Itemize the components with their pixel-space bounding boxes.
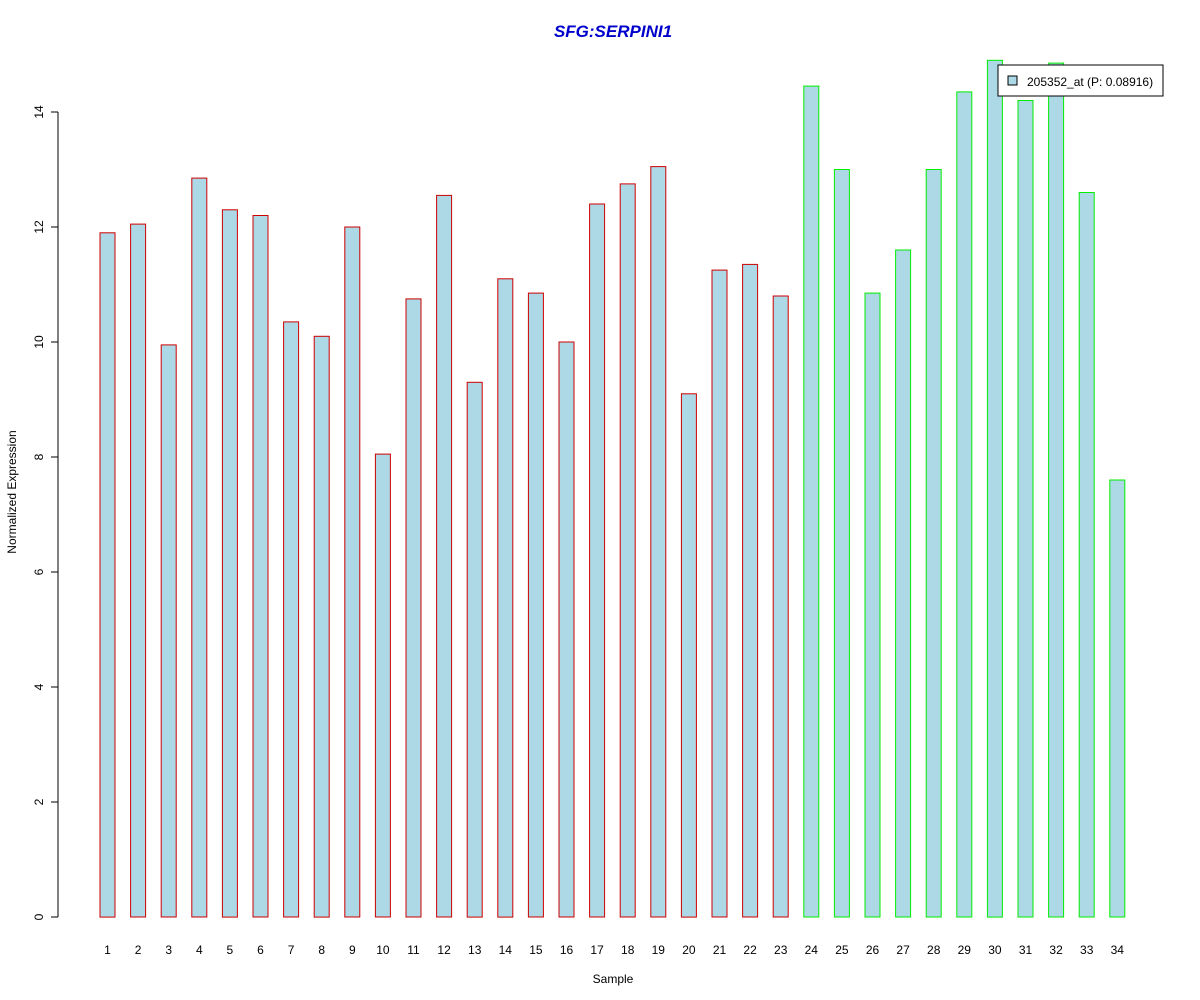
bar-sample-19 bbox=[650, 166, 667, 918]
bar-sample-33 bbox=[1078, 192, 1095, 918]
bar-sample-4 bbox=[191, 177, 208, 918]
bar-sample-24 bbox=[803, 85, 820, 918]
bar-sample-32 bbox=[1048, 62, 1065, 918]
y-tick-label: 2 bbox=[32, 798, 46, 805]
chart-title: SFG:SERPINI1 bbox=[554, 22, 672, 41]
bar-sample-6 bbox=[252, 215, 269, 918]
bar-sample-17 bbox=[589, 203, 606, 918]
x-tick-label: 33 bbox=[1080, 943, 1094, 957]
y-tick-label: 8 bbox=[32, 453, 46, 460]
bar-sample-9 bbox=[344, 226, 361, 918]
bar-sample-20 bbox=[680, 393, 697, 918]
bar-sample-22 bbox=[742, 263, 759, 918]
bar-sample-13 bbox=[466, 381, 483, 918]
y-tick-label: 0 bbox=[32, 913, 46, 920]
x-tick-label: 16 bbox=[560, 943, 574, 957]
bar-sample-1 bbox=[99, 232, 116, 918]
x-tick-label: 22 bbox=[743, 943, 757, 957]
y-tick-label: 6 bbox=[32, 568, 46, 575]
x-tick-label: 1 bbox=[104, 943, 111, 957]
x-tick-label: 7 bbox=[288, 943, 295, 957]
x-tick-label: 4 bbox=[196, 943, 203, 957]
x-axis-label: Sample bbox=[593, 972, 634, 986]
x-tick-label: 34 bbox=[1111, 943, 1125, 957]
x-tick-label: 30 bbox=[988, 943, 1002, 957]
bar-sample-34 bbox=[1109, 479, 1126, 918]
x-tick-label: 17 bbox=[590, 943, 604, 957]
y-tick-label: 10 bbox=[32, 335, 46, 349]
bar-sample-27 bbox=[895, 249, 912, 918]
y-axis-label: Normalized Expression bbox=[5, 430, 19, 553]
x-tick-label: 2 bbox=[135, 943, 142, 957]
x-tick-label: 29 bbox=[958, 943, 972, 957]
x-tick-label: 27 bbox=[896, 943, 910, 957]
x-tick-label: 25 bbox=[835, 943, 849, 957]
x-tick-label: 21 bbox=[713, 943, 727, 957]
legend-swatch bbox=[1007, 75, 1018, 86]
bar-sample-14 bbox=[497, 278, 514, 918]
x-axis-tick-labels: 1 2 3 4 5 6 7 8 9 10 11 12 13 14 15 16 17 18 19 20 21 22 23 24 2… bbox=[104, 943, 1124, 957]
bar-sample-12 bbox=[436, 194, 453, 918]
x-tick-label: 5 bbox=[227, 943, 234, 957]
x-tick-label: 28 bbox=[927, 943, 941, 957]
bar-sample-23 bbox=[772, 295, 789, 918]
bar-sample-21 bbox=[711, 269, 728, 918]
x-tick-label: 20 bbox=[682, 943, 696, 957]
x-tick-label: 8 bbox=[318, 943, 325, 957]
bar-sample-3 bbox=[160, 344, 177, 918]
bar-sample-15 bbox=[527, 292, 544, 918]
x-tick-label: 9 bbox=[349, 943, 356, 957]
x-tick-label: 32 bbox=[1049, 943, 1063, 957]
x-tick-label: 11 bbox=[407, 943, 420, 957]
x-tick-label: 12 bbox=[437, 943, 451, 957]
bars-group bbox=[99, 59, 1126, 918]
bar-sample-10 bbox=[374, 453, 391, 918]
x-tick-label: 19 bbox=[652, 943, 666, 957]
bar-sample-18 bbox=[619, 183, 636, 918]
x-tick-label: 6 bbox=[257, 943, 264, 957]
bar-sample-8 bbox=[313, 335, 330, 918]
bar-sample-11 bbox=[405, 298, 422, 918]
x-tick-label: 14 bbox=[499, 943, 513, 957]
x-tick-label: 31 bbox=[1019, 943, 1033, 957]
bar-sample-5 bbox=[221, 209, 238, 918]
bar-sample-28 bbox=[925, 169, 942, 918]
legend: 205352_at (P: 0.08916) bbox=[997, 64, 1164, 97]
x-tick-label: 24 bbox=[805, 943, 819, 957]
x-tick-label: 13 bbox=[468, 943, 482, 957]
x-tick-label: 15 bbox=[529, 943, 543, 957]
y-tick-label: 4 bbox=[32, 683, 46, 690]
bar-sample-31 bbox=[1017, 100, 1034, 918]
y-axis-ticks: 0 2 4 6 8 10 12 14 bbox=[32, 105, 58, 920]
x-tick-label: 18 bbox=[621, 943, 635, 957]
bar-sample-30 bbox=[986, 59, 1003, 918]
x-tick-label: 3 bbox=[165, 943, 172, 957]
x-tick-label: 10 bbox=[376, 943, 390, 957]
y-tick-label: 14 bbox=[32, 105, 46, 119]
x-tick-label: 26 bbox=[866, 943, 880, 957]
y-tick-label: 12 bbox=[32, 220, 46, 234]
bar-sample-2 bbox=[130, 223, 147, 918]
bar-sample-16 bbox=[558, 341, 575, 918]
legend-label: 205352_at (P: 0.08916) bbox=[1027, 75, 1153, 89]
bar-sample-25 bbox=[833, 169, 850, 918]
bar-sample-26 bbox=[864, 292, 881, 918]
bar-sample-7 bbox=[283, 321, 300, 918]
legend-box bbox=[997, 64, 1164, 97]
x-tick-label: 23 bbox=[774, 943, 788, 957]
bar-sample-29 bbox=[956, 91, 973, 918]
